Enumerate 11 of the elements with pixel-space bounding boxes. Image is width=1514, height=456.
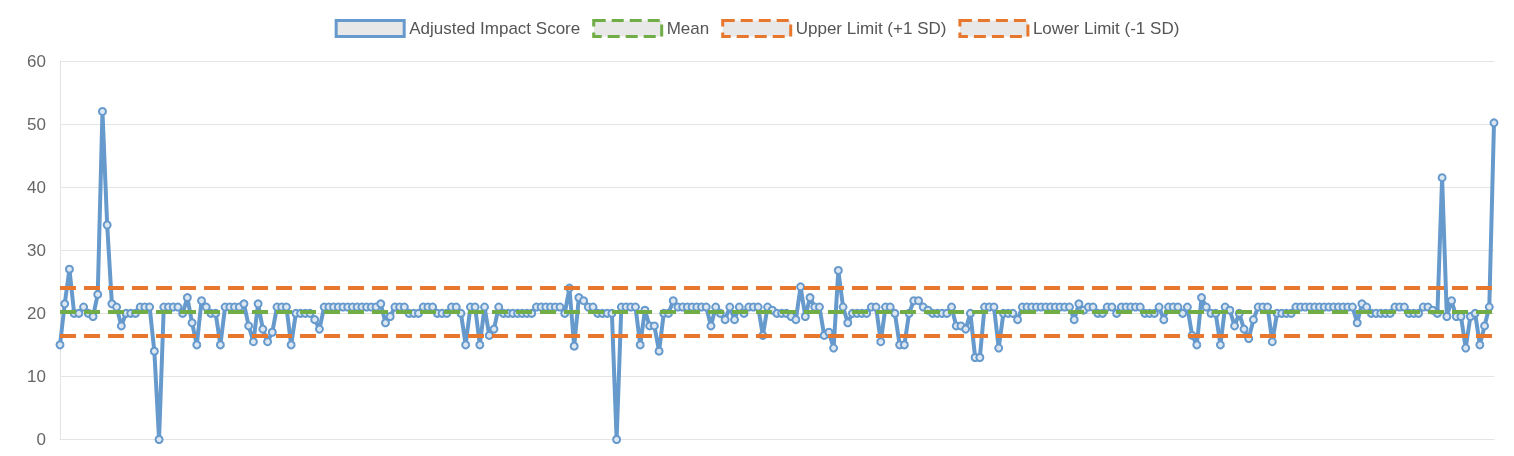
y-tick-label: 60 bbox=[27, 51, 46, 71]
legend-label: Lower Limit (-1 SD) bbox=[1032, 19, 1180, 38]
legend-label: Upper Limit (+1 SD) bbox=[795, 19, 947, 38]
y-tick-label: 40 bbox=[27, 177, 46, 197]
legend-label: Mean bbox=[666, 19, 710, 38]
y-tick-label: 30 bbox=[27, 240, 46, 260]
y-tick-label: 20 bbox=[27, 303, 46, 323]
y-tick-label: 50 bbox=[27, 114, 46, 134]
legend-label: Adjusted Impact Score bbox=[409, 19, 581, 38]
y-tick-label: 10 bbox=[27, 366, 46, 386]
y-tick-label: 0 bbox=[36, 430, 46, 449]
